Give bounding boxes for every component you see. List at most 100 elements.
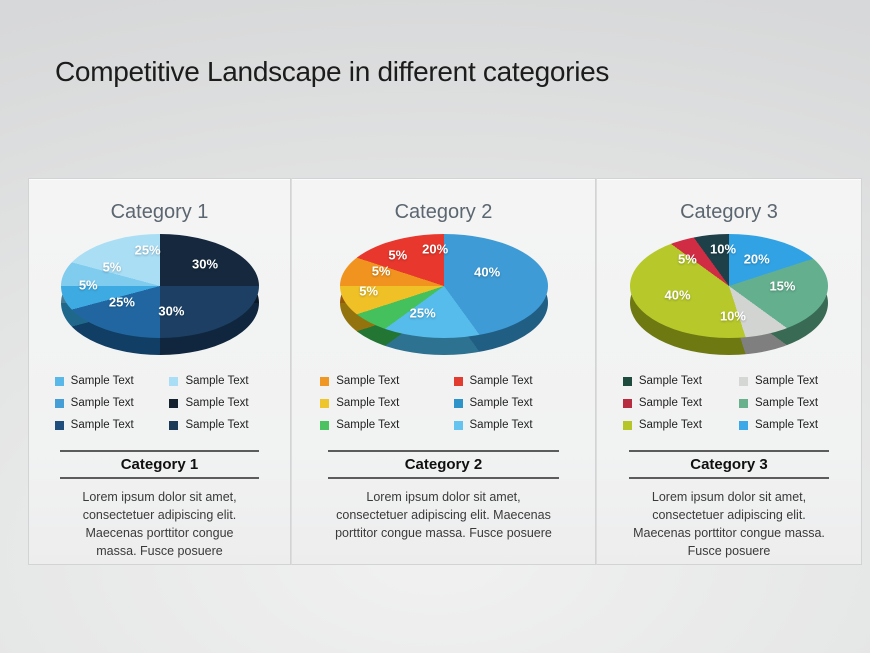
legend-item: Sample Text — [310, 370, 443, 392]
pie-slice-label: 40% — [474, 264, 501, 280]
legend-swatch-icon — [320, 376, 330, 386]
legend-label: Sample Text — [755, 375, 819, 387]
pie-chart-category-3: 20% 15% 10% 40% 5% 10% — [630, 234, 828, 358]
pie-legend: Sample Text Sample Text Sample Text Sample … — [45, 370, 275, 436]
category-2-title: Category 2 — [394, 201, 493, 223]
legend-item: Sample Text — [159, 392, 274, 414]
category-card-3: Category 3 20% 15% 10% 40% 5% 10% Sample Text… — [596, 178, 862, 565]
legend-item: Sample Text — [310, 392, 443, 414]
divider — [628, 450, 830, 452]
category-footer: Category 2 Lorem ipsum dolor sit amet, c… — [328, 450, 559, 542]
legend-item: Sample Text — [444, 370, 577, 392]
pie-slice-label: 5% — [678, 251, 697, 267]
pie-chart-category-1: 30% 30% 25% 5% 5% 25% — [60, 234, 259, 358]
pie-slice-label: 5% — [371, 263, 391, 279]
pie-slice-label: 25% — [409, 305, 436, 321]
pie-slice-label: 20% — [422, 241, 449, 257]
divider — [628, 477, 830, 479]
legend-swatch-icon — [739, 376, 748, 386]
divider — [328, 477, 559, 479]
legend-swatch-icon — [622, 398, 632, 408]
legend-swatch-icon — [320, 420, 330, 430]
footer-title: Category 1 — [120, 456, 199, 473]
legend-item: Sample Text — [613, 414, 729, 436]
category-footer: Category 1 Lorem ipsum dolor sit amet, c… — [60, 450, 259, 560]
pie-legend: Sample Text Sample Text Sample Text Sample … — [310, 370, 577, 436]
category-card-2: Category 2 40% 25% 5% 5% 5% 20% Sample Text Sa… — [291, 178, 596, 565]
legend-swatch-icon — [622, 376, 632, 386]
pie-slice-label: 5% — [78, 277, 98, 293]
legend-item: Sample Text — [444, 414, 577, 436]
pie-slice-label: 5% — [388, 247, 408, 263]
divider — [60, 477, 259, 479]
footer-title: Category 3 — [690, 456, 768, 473]
legend-item: Sample Text — [729, 370, 845, 392]
pie-slice-label: 40% — [664, 287, 691, 303]
slide-title: Competitive Landscape in different categ… — [55, 56, 610, 87]
legend-label: Sample Text — [70, 375, 134, 387]
divider — [60, 450, 259, 452]
legend-swatch-icon — [54, 376, 64, 386]
pie-slice-label: 5% — [359, 283, 379, 299]
legend-label: Sample Text — [336, 375, 400, 387]
category-card-1: Category 1 30% 30% 25% 5% 5% 25% Sample Text S… — [28, 178, 291, 565]
legend-swatch-icon — [54, 398, 64, 408]
pie-slice-label: 10% — [719, 308, 746, 324]
legend-swatch-icon — [453, 398, 463, 408]
legend-swatch-icon — [622, 420, 632, 430]
legend-swatch-icon — [169, 376, 179, 386]
legend-swatch-icon — [739, 420, 748, 430]
footer-text: Lorem ipsum dolor sit amet, consectetuer… — [335, 490, 552, 540]
pie-face — [339, 234, 548, 338]
pie-slice-label: 25% — [108, 294, 135, 310]
footer-text: Lorem ipsum dolor sit amet, consectetuer… — [82, 490, 237, 558]
pie-slice-label: 20% — [743, 251, 770, 267]
pie-slice-label: 30% — [158, 303, 185, 319]
legend-label: Sample Text — [70, 397, 134, 409]
pie-chart-category-2: 40% 25% 5% 5% 5% 20% — [339, 234, 548, 358]
legend-item: Sample Text — [613, 370, 729, 392]
legend-swatch-icon — [320, 398, 330, 408]
legend-item: Sample Text — [159, 370, 274, 392]
legend-item: Sample Text — [613, 392, 729, 414]
divider — [328, 450, 559, 452]
footer-text: Lorem ipsum dolor sit amet, consectetuer… — [633, 490, 825, 558]
pie-slice-label: 30% — [192, 256, 219, 272]
pie-slice-label: 25% — [134, 242, 161, 258]
legend-label: Sample Text — [638, 419, 702, 431]
footer-title: Category 2 — [404, 456, 483, 473]
legend-label: Sample Text — [638, 397, 702, 409]
legend-item: Sample Text — [729, 414, 845, 436]
pie-slice-label: 15% — [769, 278, 796, 294]
legend-item: Sample Text — [310, 414, 443, 436]
legend-item: Sample Text — [159, 414, 274, 436]
legend-label: Sample Text — [755, 397, 819, 409]
legend-item: Sample Text — [45, 370, 160, 392]
pie-face — [60, 234, 259, 338]
legend-label: Sample Text — [469, 375, 533, 387]
pie-slice-label: 10% — [710, 241, 737, 257]
pie-slice-label: 5% — [102, 259, 122, 275]
legend-label: Sample Text — [755, 419, 819, 431]
legend-item: Sample Text — [444, 392, 577, 414]
legend-item: Sample Text — [45, 414, 160, 436]
legend-item: Sample Text — [729, 392, 845, 414]
legend-swatch-icon — [739, 398, 748, 408]
category-footer: Category 3 Lorem ipsum dolor sit amet, c… — [628, 450, 830, 560]
legend-swatch-icon — [453, 376, 463, 386]
legend-swatch-icon — [169, 420, 179, 430]
legend-swatch-icon — [54, 420, 64, 430]
legend-label: Sample Text — [638, 375, 702, 387]
legend-label: Sample Text — [469, 419, 533, 431]
legend-item: Sample Text — [45, 392, 160, 414]
category-1-title: Category 1 — [110, 201, 209, 223]
legend-label: Sample Text — [185, 419, 249, 431]
legend-label: Sample Text — [469, 397, 533, 409]
pie-face — [630, 234, 828, 338]
category-3-title: Category 3 — [680, 201, 778, 223]
legend-swatch-icon — [169, 398, 179, 408]
legend-label: Sample Text — [70, 419, 134, 431]
legend-label: Sample Text — [185, 397, 249, 409]
legend-label: Sample Text — [336, 397, 400, 409]
category-cards-row: Category 1 30% 30% 25% 5% 5% 25% Sample Text S… — [28, 178, 862, 565]
